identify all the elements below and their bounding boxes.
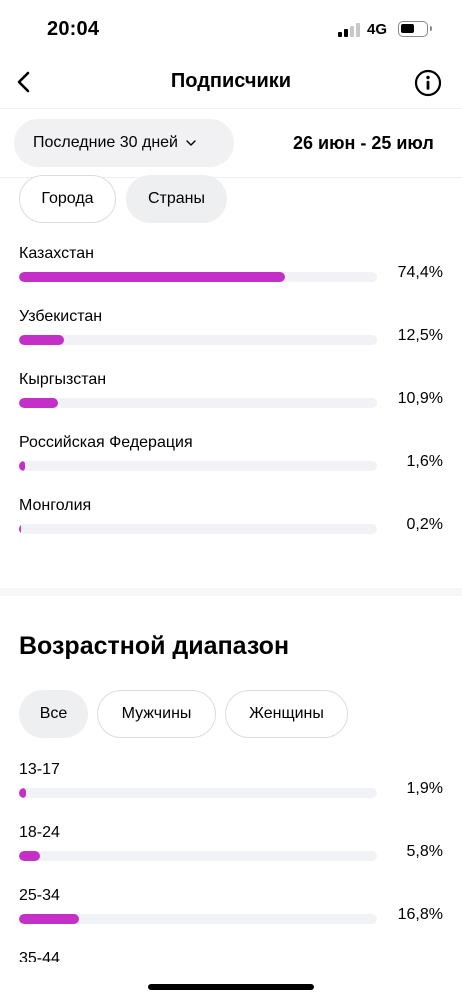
bar-track	[19, 272, 377, 282]
network-type: 4G	[367, 21, 388, 38]
bar-label: 25-34	[19, 887, 60, 904]
tab-cities[interactable]: Города	[19, 175, 116, 223]
bar-fill	[19, 851, 40, 861]
tab-all[interactable]: Все	[19, 690, 88, 738]
bar-value: 16,8%	[397, 906, 443, 923]
list-item: Кыргызстан 10,9%	[19, 371, 443, 435]
list-item: 18-24 5,8%	[19, 824, 443, 888]
bar-label: 18-24	[19, 824, 60, 841]
info-icon	[414, 69, 442, 97]
tab-label: Все	[39, 705, 68, 722]
home-indicator[interactable]	[148, 984, 314, 990]
bar-fill	[19, 788, 26, 798]
bar-value: 5,8%	[406, 843, 443, 860]
nav-bar: Подписчики	[0, 58, 462, 108]
bar-fill	[19, 524, 21, 534]
bar-value: 1,6%	[406, 453, 443, 470]
list-item: Казахстан 74,4%	[19, 245, 443, 309]
bar-label: 35-44	[19, 950, 60, 962]
list-item: Монголия 0,2%	[19, 497, 443, 561]
bar-label: Российская Федерация	[19, 434, 193, 451]
chevron-left-icon	[17, 71, 30, 93]
tab-women[interactable]: Женщины	[225, 690, 348, 738]
bar-label: 13-17	[19, 761, 60, 778]
page-title: Подписчики	[170, 70, 292, 92]
bar-track	[19, 461, 377, 471]
tab-label: Города	[41, 190, 94, 207]
list-item: 35-44	[19, 950, 443, 962]
bar-fill	[19, 914, 80, 924]
bar-track	[19, 914, 377, 924]
status-time: 20:04	[47, 18, 100, 40]
list-item: 13-17 1,9%	[19, 761, 443, 825]
battery-icon	[398, 21, 432, 37]
bar-value: 0,2%	[406, 516, 443, 533]
bar-label: Узбекистан	[19, 308, 103, 325]
bar-fill	[19, 272, 286, 282]
bar-track	[19, 851, 377, 861]
tab-label: Женщины	[249, 705, 324, 722]
bar-track	[19, 524, 377, 534]
period-label: Последние 30 дней	[33, 134, 178, 151]
bar-label: Монголия	[19, 497, 92, 514]
bar-value: 12,5%	[397, 327, 443, 344]
list-item: Узбекистан 12,5%	[19, 308, 443, 372]
bar-fill	[19, 461, 25, 471]
info-button[interactable]	[413, 68, 443, 98]
bar-fill	[19, 335, 64, 345]
bar-value: 10,9%	[397, 390, 443, 407]
bar-label: Кыргызстан	[19, 371, 107, 388]
signal-icon	[338, 23, 362, 37]
bar-track	[19, 335, 377, 345]
bar-value: 74,4%	[397, 264, 443, 281]
tab-men[interactable]: Мужчины	[97, 690, 216, 738]
section-divider	[0, 588, 462, 596]
period-dropdown[interactable]: Последние 30 дней	[14, 119, 234, 167]
tab-label: Мужчины	[121, 705, 192, 722]
date-filter-row: Последние 30 дней 26 июн - 25 июл	[0, 108, 462, 178]
bar-label: Казахстан	[19, 245, 94, 262]
list-item: 25-34 16,8%	[19, 887, 443, 951]
list-item: Российская Федерация 1,6%	[19, 434, 443, 498]
tab-label: Страны	[147, 190, 205, 207]
bar-value: 1,9%	[406, 780, 443, 797]
date-range: 26 июн - 25 июл	[293, 133, 434, 153]
back-button[interactable]	[8, 64, 42, 100]
tab-countries[interactable]: Страны	[126, 175, 227, 223]
chevron-down-icon	[186, 140, 196, 146]
bar-fill	[19, 398, 59, 408]
bar-track	[19, 788, 377, 798]
status-bar: 20:04 4G	[0, 0, 462, 58]
bar-track	[19, 398, 377, 408]
section-title-age: Возрастной диапазон	[19, 632, 290, 660]
